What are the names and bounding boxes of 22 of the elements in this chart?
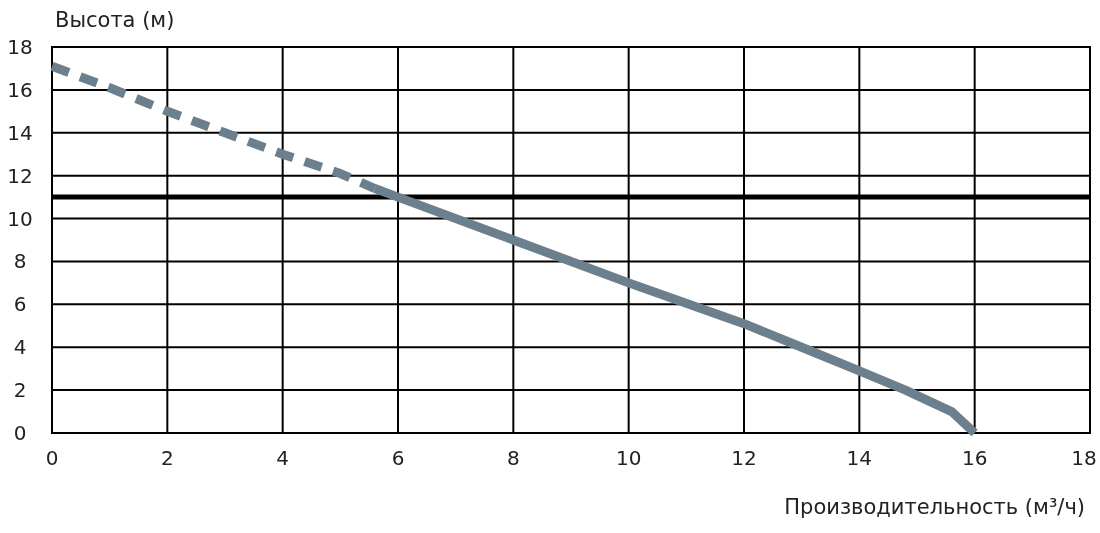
y-tick-label: 8	[13, 249, 27, 274]
x-tick-label: 2	[160, 446, 174, 470]
y-tick-label: 18	[7, 35, 33, 59]
x-tick-label: 12	[731, 446, 757, 470]
y-tick-label: 4	[13, 335, 27, 360]
x-tick-label: 0	[45, 446, 59, 470]
x-tick-label: 16	[961, 446, 988, 470]
x-tick-label: 8	[506, 446, 520, 470]
y-tick-label: 6	[13, 292, 27, 317]
x-tick-label: 18	[1071, 446, 1097, 470]
x-tick-label: 6	[391, 446, 405, 470]
x-tick-label: 10	[615, 446, 642, 470]
x-tick-label: 4	[276, 446, 290, 470]
y-axis-title: Высота (м)	[55, 8, 175, 32]
y-tick-label: 16	[7, 77, 33, 102]
y-tick-label: 0	[13, 421, 27, 445]
y-tick-label: 12	[7, 163, 33, 188]
x-tick-label: 14	[846, 446, 873, 470]
y-tick-label: 10	[7, 206, 33, 231]
y-tick-label: 2	[13, 378, 27, 403]
x-axis-title: Производительность (м³/ч)	[784, 495, 1085, 519]
y-tick-label: 14	[7, 120, 33, 145]
